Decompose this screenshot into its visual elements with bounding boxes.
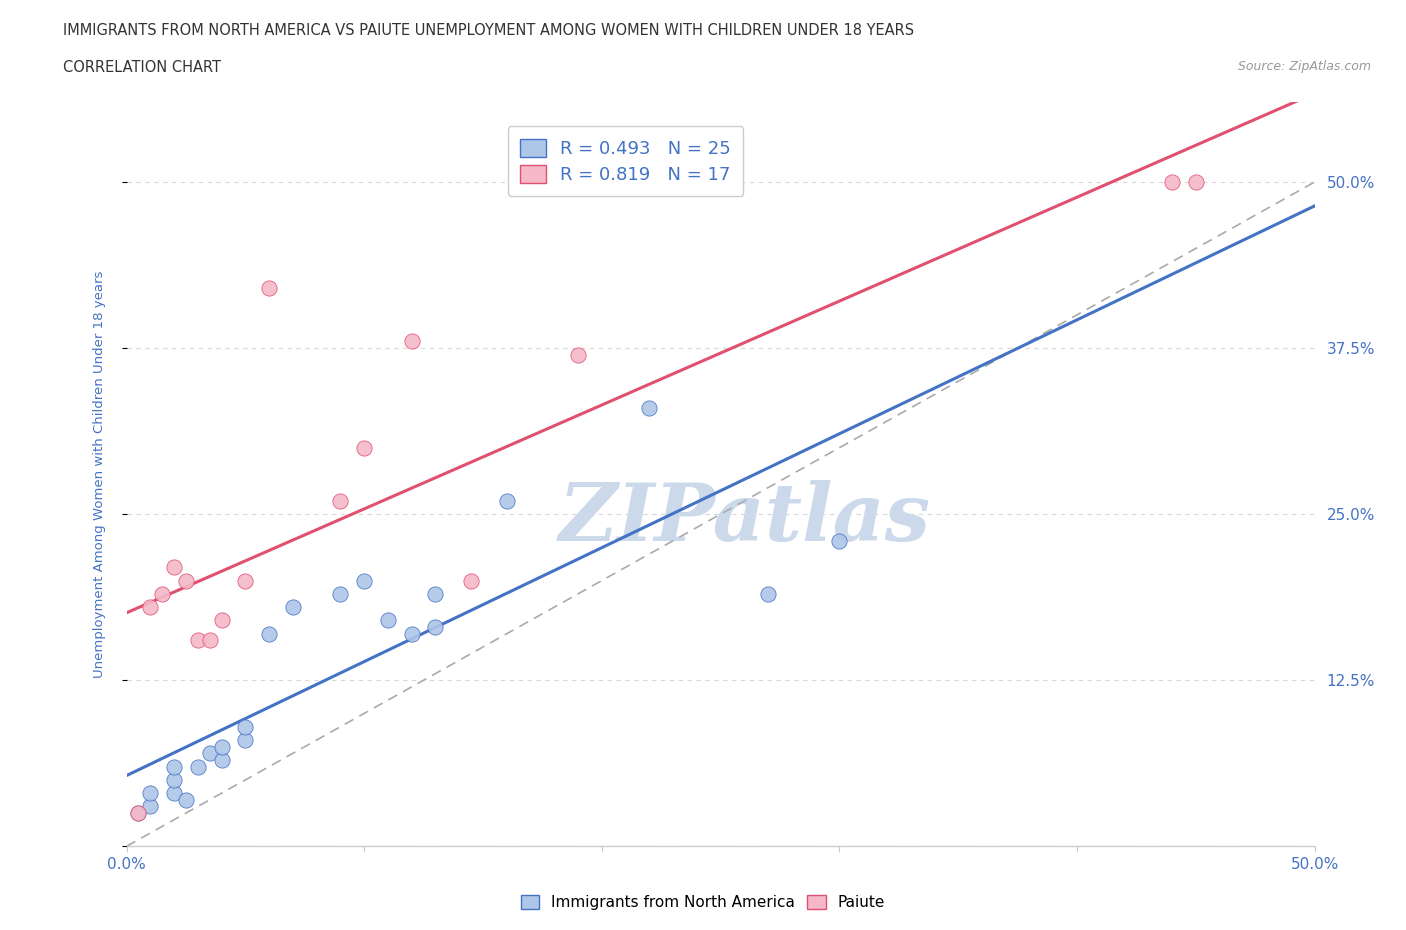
Point [163, 773, 186, 788]
Point [329, 494, 352, 509]
Point [211, 739, 233, 754]
Point [198, 633, 221, 648]
Point [187, 759, 209, 774]
Point [401, 334, 423, 349]
Point [353, 573, 375, 588]
Point [211, 613, 233, 628]
Point [460, 573, 482, 588]
Y-axis label: Unemployment Among Women with Children Under 18 years: Unemployment Among Women with Children U… [93, 271, 105, 678]
Point [756, 587, 779, 602]
Point [174, 573, 197, 588]
Point [233, 733, 256, 748]
Legend: R = 0.493   N = 25, R = 0.819   N = 17: R = 0.493 N = 25, R = 0.819 N = 17 [508, 126, 744, 196]
Point [495, 494, 517, 509]
Point [233, 573, 256, 588]
Point [329, 587, 352, 602]
Point [163, 759, 186, 774]
Point [377, 613, 399, 628]
Point [187, 633, 209, 648]
Point [163, 560, 186, 575]
Point [828, 533, 851, 548]
Point [150, 587, 173, 602]
Point [257, 626, 280, 641]
Text: ZIPatlas: ZIPatlas [558, 480, 931, 558]
Text: IMMIGRANTS FROM NORTH AMERICA VS PAIUTE UNEMPLOYMENT AMONG WOMEN WITH CHILDREN U: IMMIGRANTS FROM NORTH AMERICA VS PAIUTE … [63, 23, 914, 38]
Point [638, 401, 661, 416]
Text: CORRELATION CHART: CORRELATION CHART [63, 60, 221, 75]
Point [401, 626, 423, 641]
Point [163, 786, 186, 801]
Point [174, 792, 197, 807]
Point [127, 805, 149, 820]
Point [353, 440, 375, 455]
Point [127, 805, 149, 820]
Point [233, 719, 256, 734]
Text: Source: ZipAtlas.com: Source: ZipAtlas.com [1237, 60, 1371, 73]
Point [198, 746, 221, 761]
Point [567, 347, 589, 362]
Point [1184, 175, 1206, 190]
Point [257, 281, 280, 296]
Point [211, 752, 233, 767]
Point [1161, 175, 1184, 190]
Point [281, 600, 304, 615]
Point [139, 799, 162, 814]
Point [139, 600, 162, 615]
Point [139, 786, 162, 801]
Point [425, 587, 447, 602]
Legend: Immigrants from North America, Paiute: Immigrants from North America, Paiute [513, 887, 893, 918]
Point [425, 619, 447, 634]
